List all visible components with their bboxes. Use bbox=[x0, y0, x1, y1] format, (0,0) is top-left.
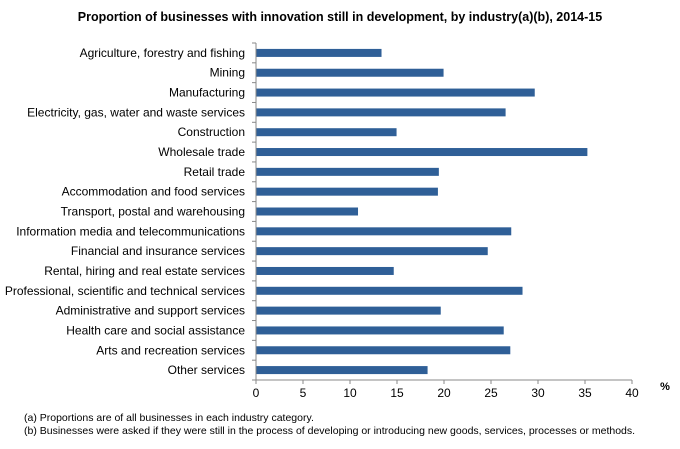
y-category-label: Retail trade bbox=[184, 165, 246, 179]
bar bbox=[256, 326, 504, 335]
x-tick-label: 40 bbox=[625, 386, 639, 400]
y-category-label: Arts and recreation services bbox=[96, 343, 245, 357]
bar bbox=[256, 227, 512, 236]
bar bbox=[256, 286, 523, 295]
bar bbox=[256, 207, 359, 216]
y-category-label: Professional, scientific and technical s… bbox=[5, 284, 245, 298]
y-category-label: Administrative and support services bbox=[56, 304, 245, 318]
footnote-a: (a) Proportions are of all businesses in… bbox=[24, 412, 314, 424]
bar bbox=[256, 306, 441, 315]
y-category-label: Health care and social assistance bbox=[66, 323, 245, 337]
bar bbox=[256, 108, 506, 117]
footnote-b: (b) Businesses were asked if they were s… bbox=[24, 425, 636, 437]
bar bbox=[256, 48, 382, 57]
x-tick-label: 35 bbox=[578, 386, 592, 400]
chart-title: Proportion of businesses with innovation… bbox=[77, 10, 603, 24]
x-axis-label: % bbox=[660, 381, 670, 393]
y-category-label: Construction bbox=[178, 125, 245, 139]
bar bbox=[256, 366, 428, 375]
y-category-label: Transport, postal and warehousing bbox=[61, 205, 245, 219]
bar bbox=[256, 247, 488, 256]
bar bbox=[256, 148, 588, 157]
x-tick-label: 0 bbox=[253, 386, 260, 400]
x-tick-label: 15 bbox=[390, 386, 404, 400]
y-category-label: Accommodation and food services bbox=[62, 185, 245, 199]
bar bbox=[256, 68, 444, 77]
y-category-label: Electricity, gas, water and waste servic… bbox=[27, 105, 245, 119]
x-tick-label: 5 bbox=[300, 386, 307, 400]
y-category-label: Rental, hiring and real estate services bbox=[44, 264, 245, 278]
y-category-label: Mining bbox=[210, 66, 245, 80]
bar bbox=[256, 187, 438, 196]
x-tick-label: 10 bbox=[343, 386, 357, 400]
footnotes: (a) Proportions are of all businesses in… bbox=[24, 412, 635, 438]
x-tick-label: 30 bbox=[531, 386, 545, 400]
bar bbox=[256, 346, 511, 355]
bar bbox=[256, 128, 397, 137]
y-category-label: Financial and insurance services bbox=[71, 244, 245, 258]
bar bbox=[256, 88, 535, 97]
y-category-label: Agriculture, forestry and fishing bbox=[80, 46, 245, 60]
x-tick-label: 20 bbox=[437, 386, 451, 400]
y-category-label: Wholesale trade bbox=[158, 145, 245, 159]
y-category-label: Manufacturing bbox=[169, 86, 245, 100]
x-tick-label: 25 bbox=[484, 386, 498, 400]
bar bbox=[256, 266, 394, 275]
y-category-label: Other services bbox=[168, 363, 245, 377]
y-category-label: Information media and telecommunications bbox=[16, 224, 245, 238]
bar bbox=[256, 167, 439, 176]
